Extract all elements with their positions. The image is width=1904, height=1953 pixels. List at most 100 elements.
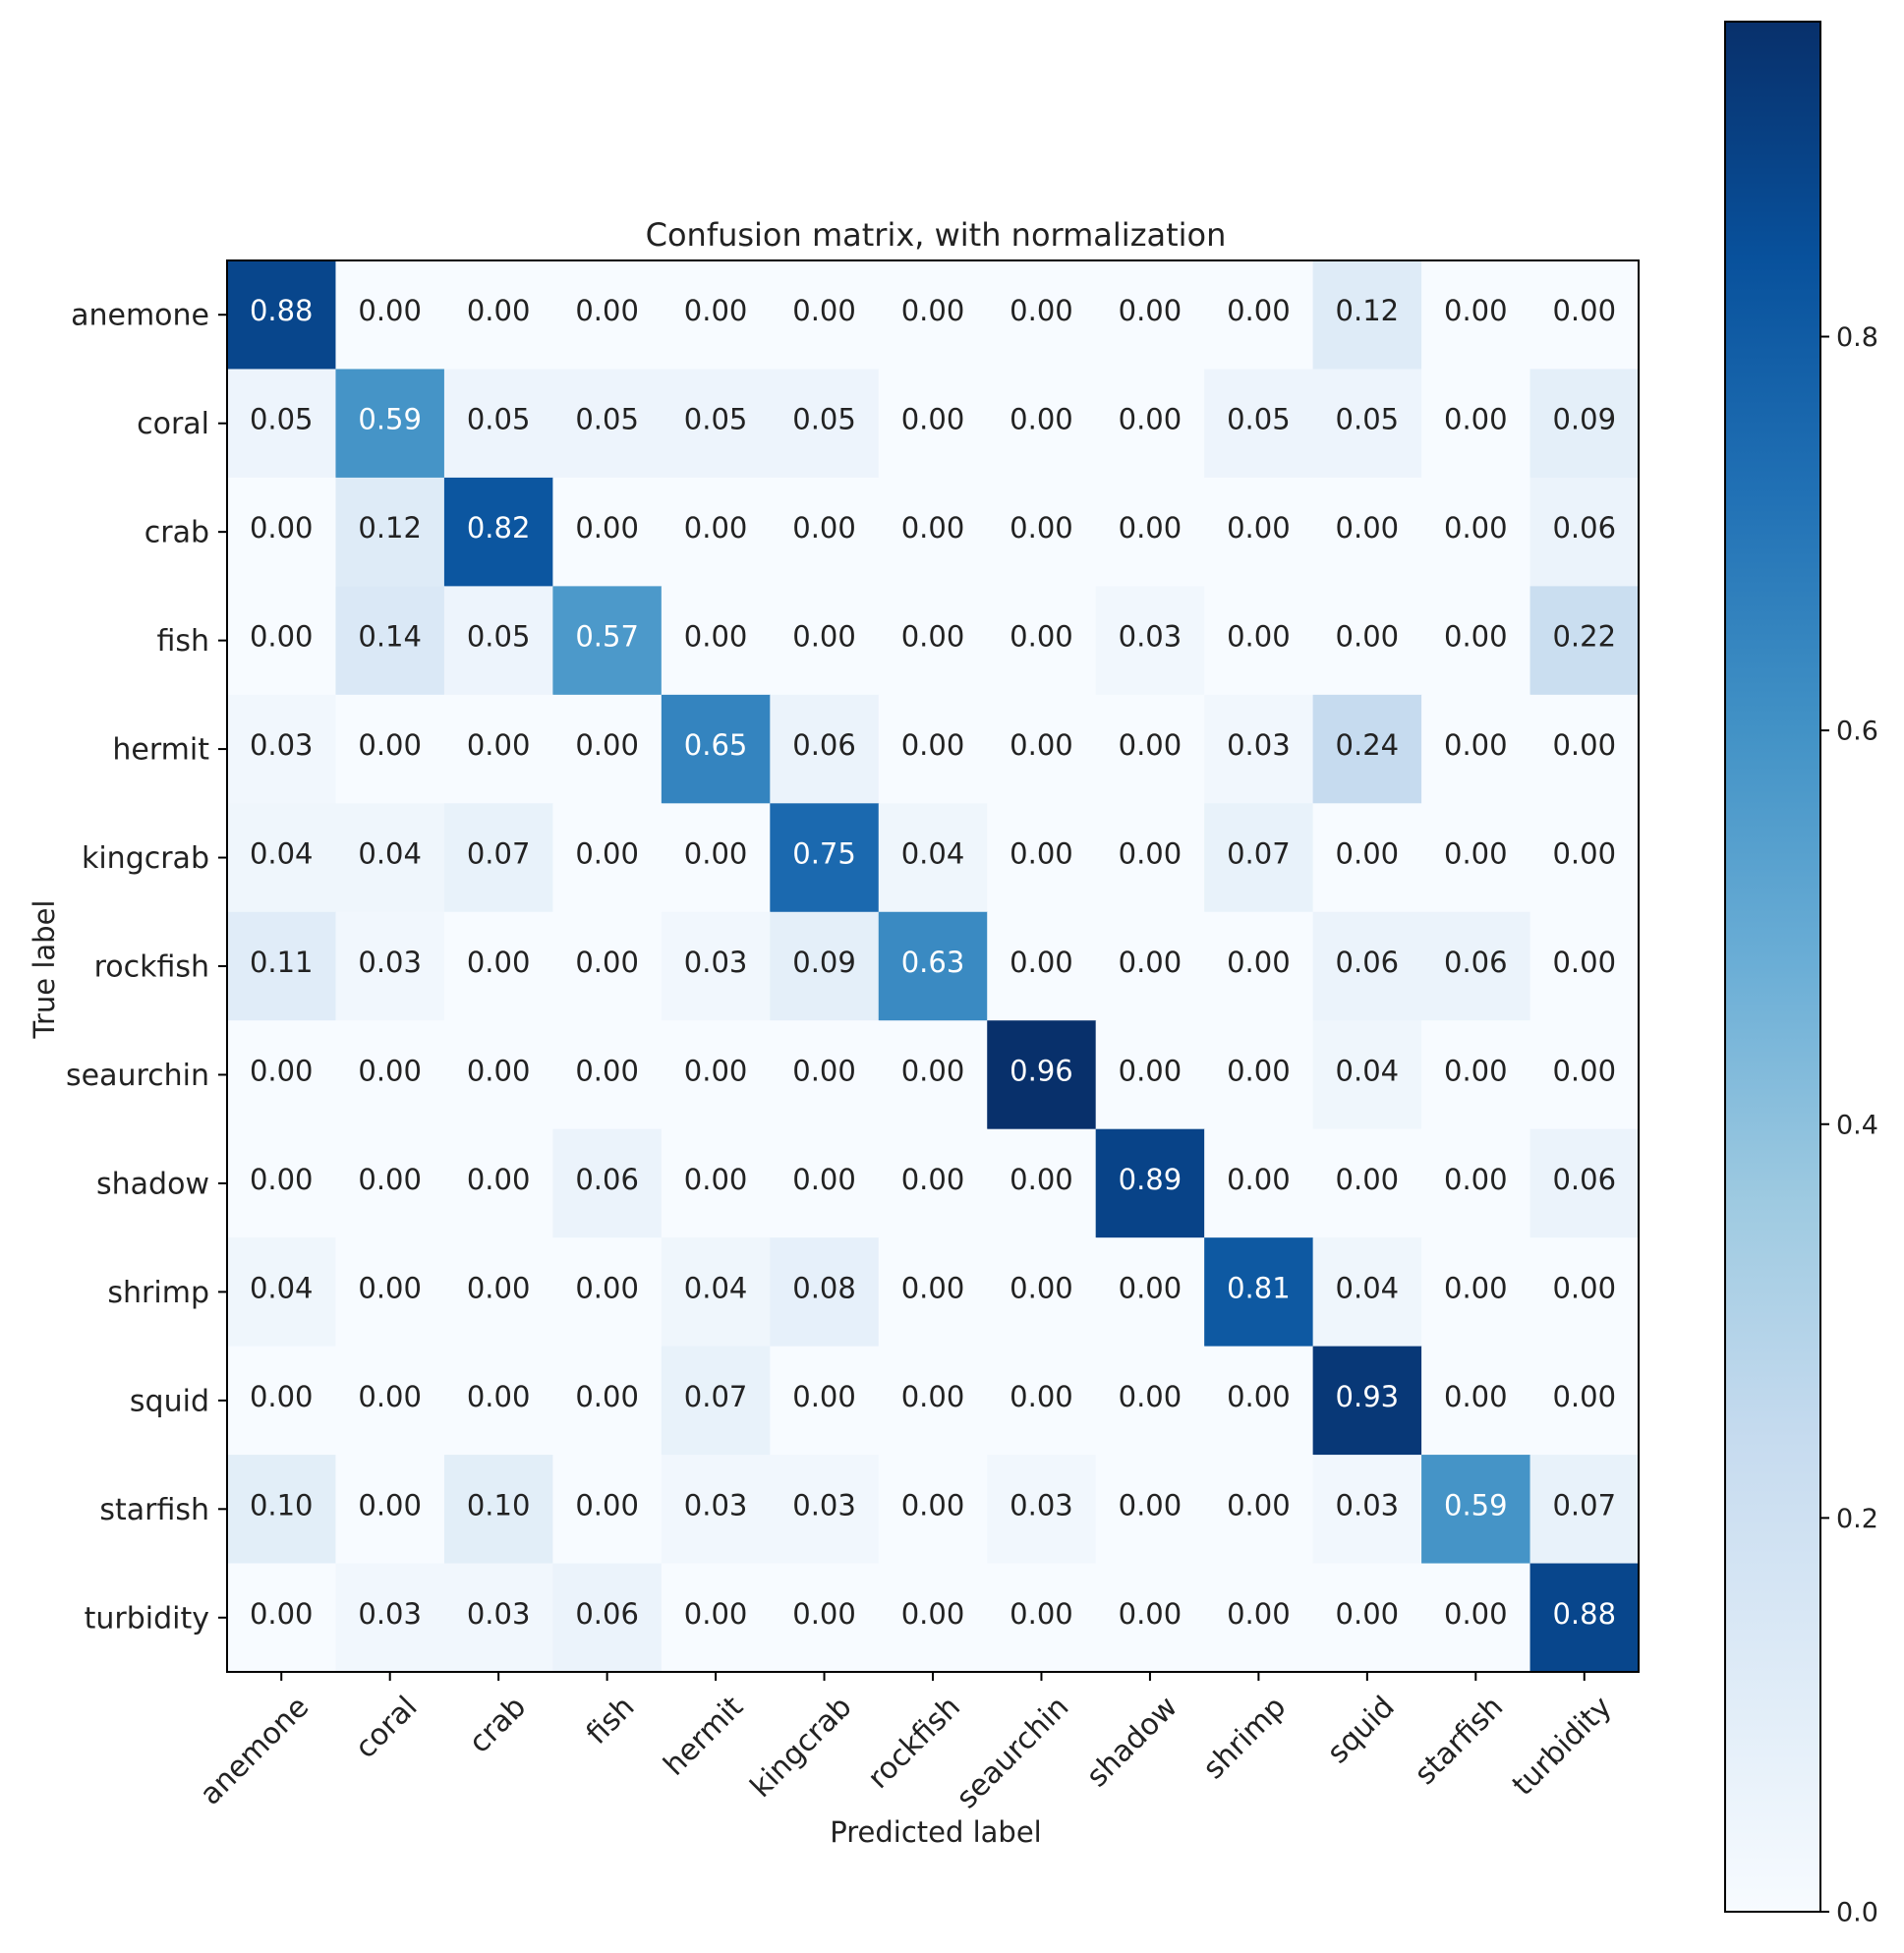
heatmap-cell xyxy=(335,694,445,804)
heatmap-cell xyxy=(335,1346,445,1456)
x-tick-label: crab xyxy=(462,1690,533,1760)
cell-value-label: 0.00 xyxy=(575,294,639,327)
heatmap-cell xyxy=(1095,369,1205,479)
heatmap-cell xyxy=(443,803,553,913)
heatmap-cell xyxy=(1421,1346,1531,1456)
heatmap-cell xyxy=(770,1128,880,1238)
cell-value-label: 0.93 xyxy=(1336,1380,1400,1413)
cell-value-label: 0.00 xyxy=(467,1054,531,1087)
cell-value-label: 0.00 xyxy=(1552,1271,1616,1304)
cell-value-label: 0.00 xyxy=(1010,403,1073,436)
cell-value-label: 0.00 xyxy=(792,1163,856,1196)
heatmap-cell xyxy=(878,911,988,1021)
cell-value-label: 0.00 xyxy=(467,1380,531,1413)
heatmap-cell xyxy=(552,1563,663,1673)
heatmap-cell xyxy=(1421,369,1531,479)
cell-value-label: 0.00 xyxy=(575,728,639,762)
cell-value-label: 0.04 xyxy=(250,837,314,871)
cell-value-label: 0.00 xyxy=(575,1488,639,1522)
cell-value-label: 0.07 xyxy=(684,1380,748,1413)
cell-value-label: 0.05 xyxy=(684,403,748,436)
heatmap-cell xyxy=(661,586,771,696)
cell-value-label: 0.00 xyxy=(1444,1271,1508,1304)
cell-value-label: 0.00 xyxy=(250,1597,314,1631)
x-tick-label: seaurchin xyxy=(950,1690,1075,1815)
heatmap-cell xyxy=(770,1237,880,1348)
heatmap-cell xyxy=(1421,477,1531,587)
cell-value-label: 0.00 xyxy=(684,1054,748,1087)
cell-value-label: 0.00 xyxy=(1119,511,1183,545)
cell-value-label: 0.00 xyxy=(1444,1163,1508,1196)
heatmap-cell xyxy=(878,1237,988,1348)
heatmap-cell xyxy=(1421,803,1531,913)
heatmap-cell xyxy=(552,1020,663,1130)
cell-value-label: 0.00 xyxy=(1552,1054,1616,1087)
heatmap-cell xyxy=(1529,694,1640,804)
cell-value-label: 0.00 xyxy=(1119,1054,1183,1087)
cell-value-label: 0.00 xyxy=(901,1488,965,1522)
heatmap-cell xyxy=(770,260,880,371)
cell-value-label: 0.63 xyxy=(901,946,965,979)
cell-value-label: 0.00 xyxy=(901,1054,965,1087)
heatmap-cell xyxy=(227,1455,337,1565)
heatmap-cell xyxy=(1529,1346,1640,1456)
y-tick-label: kingcrab xyxy=(82,841,209,876)
heatmap-cell xyxy=(1095,803,1205,913)
colorbar-tick-label: 0.4 xyxy=(1836,1110,1878,1140)
cell-value-label: 0.03 xyxy=(684,946,748,979)
heatmap-cell xyxy=(1421,1455,1531,1565)
heatmap-cell xyxy=(878,803,988,913)
colorbar-tick-label: 0.2 xyxy=(1836,1504,1878,1534)
heatmap-cell xyxy=(1421,1237,1531,1348)
heatmap-cell xyxy=(335,1237,445,1348)
heatmap-cell xyxy=(770,1346,880,1456)
heatmap-cell xyxy=(987,911,1097,1021)
heatmap-cell xyxy=(878,586,988,696)
heatmap-cell xyxy=(552,803,663,913)
cell-value-label: 0.00 xyxy=(684,1597,748,1631)
heatmap-cell xyxy=(443,1455,553,1565)
heatmap-cell xyxy=(552,477,663,587)
x-tick-label: kingcrab xyxy=(744,1690,859,1805)
cell-value-label: 0.00 xyxy=(575,1054,639,1087)
cell-value-label: 0.05 xyxy=(250,403,314,436)
heatmap-cell xyxy=(443,260,553,371)
cell-value-label: 0.00 xyxy=(1010,837,1073,871)
y-tick-label: starfish xyxy=(99,1493,209,1527)
heatmap-cell xyxy=(443,1020,553,1130)
cell-value-label: 0.00 xyxy=(1336,1163,1400,1196)
heatmap-cell xyxy=(227,1346,337,1456)
cell-value-label: 0.00 xyxy=(1444,511,1508,545)
cell-value-label: 0.00 xyxy=(901,1163,965,1196)
heatmap-cell xyxy=(1312,1346,1422,1456)
cell-value-label: 0.07 xyxy=(1227,837,1291,871)
cell-value-label: 0.82 xyxy=(467,511,531,545)
y-tick-label: crab xyxy=(144,516,209,550)
heatmap-cell xyxy=(1312,586,1422,696)
heatmap-cell xyxy=(661,369,771,479)
heatmap-cell xyxy=(1204,803,1314,913)
x-tick-label: squid xyxy=(1321,1690,1402,1770)
cell-value-label: 0.00 xyxy=(1444,1380,1508,1413)
cell-value-label: 0.12 xyxy=(358,511,422,545)
cell-value-label: 0.00 xyxy=(1227,511,1291,545)
heatmap-cell xyxy=(878,694,988,804)
cell-value-label: 0.00 xyxy=(1010,620,1073,654)
cell-value-label: 0.00 xyxy=(1119,294,1183,327)
cell-value-label: 0.00 xyxy=(467,1271,531,1304)
heatmap-cell xyxy=(1529,260,1640,371)
cell-value-label: 0.00 xyxy=(1227,620,1291,654)
heatmap-cell xyxy=(552,1128,663,1238)
cell-value-label: 0.04 xyxy=(250,1271,314,1304)
cell-value-label: 0.00 xyxy=(358,294,422,327)
y-tick-label: shadow xyxy=(96,1167,209,1201)
cell-value-label: 0.65 xyxy=(684,728,748,762)
heatmap-cell xyxy=(1529,1563,1640,1673)
cell-value-label: 0.00 xyxy=(901,511,965,545)
cell-value-label: 0.00 xyxy=(575,1271,639,1304)
cell-value-label: 0.00 xyxy=(684,1163,748,1196)
heatmap-cell xyxy=(335,477,445,587)
heatmap-cell xyxy=(227,1563,337,1673)
